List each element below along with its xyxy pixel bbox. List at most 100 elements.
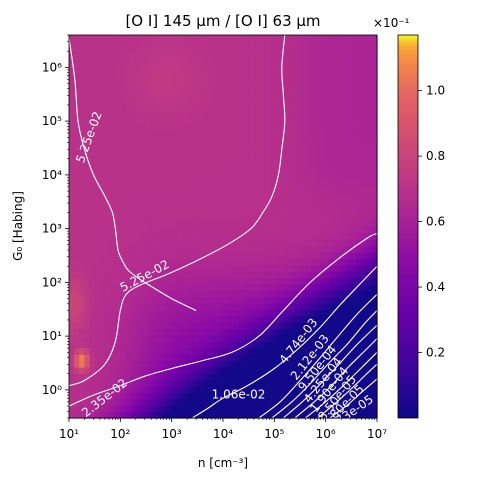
heat-cell (156, 35, 162, 42)
heat-cell (305, 175, 311, 183)
heat-cell (110, 392, 116, 400)
heat-cell (371, 143, 378, 151)
heat-cell (320, 232, 327, 240)
heat-cell (248, 162, 255, 170)
heat-cell (325, 354, 332, 362)
heat-cell (89, 315, 96, 323)
heat-cell (120, 194, 127, 202)
heat-cell (264, 60, 270, 68)
heat-cell (310, 111, 316, 119)
heat-cell (151, 35, 157, 42)
heat-cell (294, 283, 301, 291)
heat-cell (146, 252, 152, 260)
heat-cell (99, 226, 106, 234)
heat-cell (366, 296, 373, 304)
heat-cell (176, 392, 183, 400)
heat-cell (223, 86, 229, 94)
heat-cell (294, 105, 301, 113)
heat-cell (279, 239, 286, 247)
heat-cell (371, 188, 378, 196)
heat-cell (269, 79, 275, 87)
heat-cell (130, 264, 137, 272)
heat-cell (361, 309, 368, 317)
heat-cell (310, 169, 316, 177)
heat-cell (156, 60, 162, 68)
heat-cell (94, 143, 101, 151)
heat-cell (335, 98, 342, 106)
heat-cell (238, 111, 245, 119)
heat-cell (315, 86, 322, 94)
heat-cell (351, 200, 358, 208)
heat-cell (228, 181, 234, 189)
heat-cell (140, 296, 147, 304)
heat-cell (181, 79, 188, 87)
heat-cell (192, 213, 198, 221)
heat-cell (156, 188, 162, 196)
heat-cell (361, 322, 368, 330)
heat-cell (341, 194, 347, 202)
heat-cell (320, 354, 327, 362)
heat-cell (243, 181, 250, 189)
heat-cell (202, 335, 209, 342)
heat-cell (341, 200, 347, 208)
heat-cell (248, 207, 255, 215)
heat-cell (315, 322, 322, 330)
heat-cell (279, 315, 286, 323)
heat-cell (300, 41, 306, 49)
heat-cell (135, 105, 142, 113)
heat-cell (315, 277, 322, 285)
heat-cell (130, 366, 137, 374)
heat-cell (253, 188, 260, 196)
heat-cell (243, 98, 250, 106)
heat-cell (74, 252, 80, 260)
heat-cell (366, 411, 373, 419)
heat-cell (192, 239, 198, 247)
heat-cell (233, 54, 239, 62)
heat-cell (89, 35, 96, 42)
heat-cell (248, 252, 255, 260)
heat-cell (84, 220, 91, 228)
heat-cell (140, 277, 147, 285)
heat-cell (166, 366, 173, 374)
heat-cell (99, 156, 106, 164)
heat-cell (243, 130, 250, 138)
heat-cell (140, 137, 147, 145)
heat-cell (269, 258, 275, 266)
heat-cell (120, 328, 127, 336)
heat-cell (181, 86, 188, 94)
heat-cell (366, 86, 373, 94)
heat-cell (371, 283, 378, 291)
heat-cell (305, 54, 311, 62)
heat-cell (325, 47, 332, 55)
heat-cell (69, 411, 75, 419)
heat-cell (79, 86, 85, 94)
heat-cell (294, 130, 301, 138)
heat-cell (74, 322, 80, 330)
heat-cell (187, 207, 193, 215)
heat-cell (104, 392, 111, 400)
heat-cell (202, 303, 209, 311)
heat-cell (99, 73, 106, 81)
heat-cell (330, 290, 337, 298)
heat-cell (351, 105, 358, 113)
heat-cell (361, 143, 368, 151)
heat-cell (289, 181, 296, 189)
heat-cell (341, 156, 347, 164)
heat-cell (253, 73, 260, 81)
heat-cell (264, 124, 270, 132)
heat-cell (207, 66, 214, 74)
heat-cell (151, 162, 157, 170)
heat-cell (207, 315, 214, 323)
heat-cell (197, 232, 204, 240)
heat-cell (269, 226, 275, 234)
heat-cell (187, 35, 193, 42)
heat-cell (79, 366, 85, 374)
heat-cell (181, 124, 188, 132)
heat-cell (366, 245, 373, 253)
heat-cell (110, 130, 116, 138)
heat-cell (305, 290, 311, 298)
heat-cell (361, 188, 368, 196)
heat-cell (356, 360, 363, 368)
heat-cell (248, 360, 255, 368)
heat-cell (330, 60, 337, 68)
